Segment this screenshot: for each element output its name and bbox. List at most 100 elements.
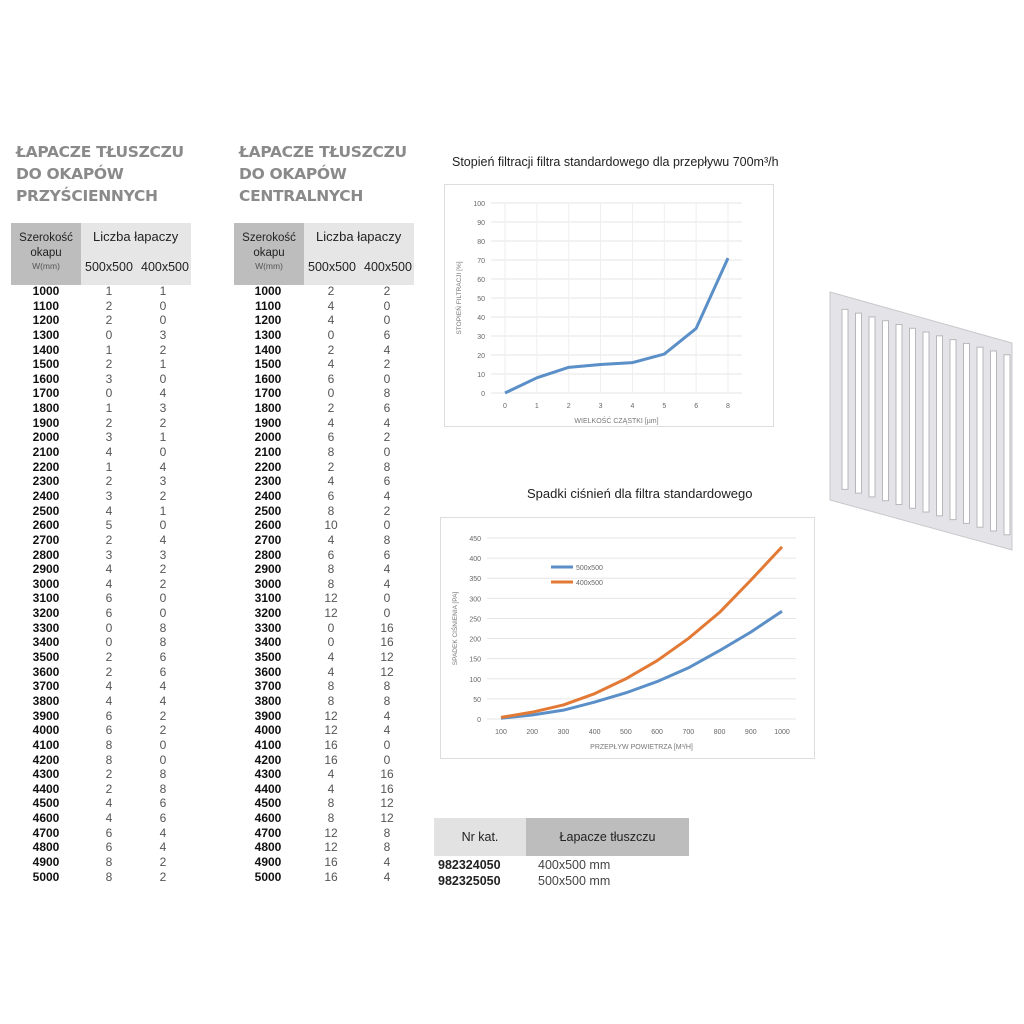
count-cell: 4 — [327, 532, 335, 547]
width-cell: 2500 — [32, 503, 60, 518]
count-cell: 3 — [105, 547, 113, 562]
count-cell: 8 — [383, 459, 391, 474]
count-cell: 1 — [159, 503, 167, 518]
width-cell: 5000 — [254, 869, 282, 884]
pressure-chart: 0 50 100 150 200 250 300 350 400 450 100 200 300 400 5… — [440, 517, 815, 759]
x-tick-label: 500 — [620, 729, 632, 736]
width-cell: 4200 — [32, 752, 60, 767]
count-cell: 8 — [159, 635, 167, 650]
width-cell: 2100 — [254, 445, 282, 460]
count-cell: 0 — [383, 298, 391, 313]
width-cell: 1500 — [32, 357, 60, 372]
x-tick-label: 600 — [651, 729, 663, 736]
count-cell: 0 — [383, 371, 391, 386]
count-cell: 2 — [327, 459, 335, 474]
width-cell: 3600 — [254, 664, 282, 679]
y-axis-label: STOPIEŃ FILTRACJI [%] — [454, 261, 463, 334]
count-cell: 8 — [327, 811, 335, 826]
y-tick-label: 50 — [473, 697, 481, 704]
count-cell: 3 — [105, 430, 113, 445]
count-cell: 12 — [324, 840, 338, 855]
width-cell: 1800 — [32, 401, 60, 416]
wall-section-title: ŁAPACZE TŁUSZCZU DO OKAPÓW PRZYŚCIENNYCH — [16, 141, 184, 207]
x-axis-label: PRZEPŁYW POWIETRZA [M³/H] — [590, 744, 693, 751]
col-400x500: 400x500 — [141, 260, 189, 274]
pressure-chart-svg: 0 50 100 150 200 250 300 350 400 450 100 200 300 400 5… — [450, 536, 796, 751]
legend-label: 500x500 — [576, 565, 603, 572]
width-cell: 2800 — [32, 547, 60, 562]
width-cell: 3100 — [254, 591, 282, 606]
width-cell: 1300 — [32, 327, 60, 342]
y-tick-label: 0 — [481, 391, 485, 398]
count-cell: 4 — [159, 693, 167, 708]
count-cell: 12 — [324, 606, 338, 621]
width-cell: 4300 — [32, 767, 60, 782]
count-cell: 4 — [383, 488, 391, 503]
count-cell: 8 — [383, 679, 391, 694]
count-cell: 2 — [327, 401, 335, 416]
grille-slat — [841, 308, 849, 490]
y-axis-label: SPADEK CIŚNIENIA [PA] — [450, 592, 459, 666]
count-cell: 2 — [105, 298, 113, 313]
width-cell: 1700 — [254, 386, 282, 401]
count-cell: 4 — [383, 723, 391, 738]
width-cell: 4900 — [254, 854, 282, 869]
count-cell: 4 — [383, 708, 391, 723]
count-cell: 0 — [383, 606, 391, 621]
width-cell: 2700 — [254, 532, 282, 547]
width-cell: 1500 — [254, 357, 282, 372]
grille-slat — [895, 323, 903, 505]
count-cell: 4 — [159, 679, 167, 694]
count-cell: 12 — [324, 708, 338, 723]
count-cell: 0 — [105, 620, 113, 635]
count-cell: 0 — [383, 737, 391, 752]
catalog-number: 982324050 — [438, 858, 501, 872]
col-500x500: 500x500 — [85, 260, 133, 274]
count-cell: 2 — [159, 869, 167, 884]
count-header: Liczba łapaczy 500x500 400x500 — [304, 223, 414, 285]
count-cell: 2 — [383, 503, 391, 518]
grille-slat — [936, 335, 943, 517]
col-500x500: 500x500 — [308, 260, 356, 274]
count-cell: 6 — [159, 796, 167, 811]
count-cell: 3 — [105, 371, 113, 386]
width-header: Szerokość okapu W(mm) — [11, 223, 81, 285]
y-tick-label: 200 — [469, 637, 481, 644]
count-cell: 2 — [383, 357, 391, 372]
width-cell: 4500 — [254, 796, 282, 811]
y-tick-label: 150 — [469, 657, 481, 664]
count-cell: 0 — [383, 752, 391, 767]
count-cell: 1 — [105, 401, 113, 416]
count-cell: 2 — [159, 723, 167, 738]
count-cell: 4 — [105, 693, 113, 708]
count-cell: 16 — [324, 752, 338, 767]
width-cell: 3700 — [32, 679, 60, 694]
width-cell: 4000 — [32, 723, 60, 738]
width-cell: 1000 — [32, 284, 60, 298]
count-cell: 0 — [159, 752, 167, 767]
x-tick-label: 4 — [630, 403, 634, 410]
width-cell: 4600 — [254, 811, 282, 826]
width-cell: 3900 — [254, 708, 282, 723]
width-cell: 2900 — [32, 562, 60, 577]
width-cell: 1600 — [254, 371, 282, 386]
count-cell: 8 — [383, 386, 391, 401]
filtration-chart: 0 10 20 30 40 50 60 70 80 90 100 0 1 2 3 4 5 6 8 WIELKOŚĆ C… — [444, 184, 774, 427]
count-cell: 4 — [159, 840, 167, 855]
width-cell: 2200 — [254, 459, 282, 474]
grille-slat — [976, 346, 984, 528]
count-cell: 6 — [383, 327, 391, 342]
grille-slat — [963, 342, 970, 524]
count-cell: 1 — [159, 430, 167, 445]
count-cell: 6 — [327, 547, 335, 562]
y-tick-label: 300 — [469, 596, 481, 603]
grille-slat — [922, 331, 930, 513]
y-tick-label: 0 — [477, 717, 481, 724]
x-axis-label: WIELKOŚĆ CZĄSTKI [µm] — [574, 416, 658, 425]
count-cell: 2 — [105, 313, 113, 328]
count-cell: 2 — [105, 357, 113, 372]
count-cell: 0 — [327, 620, 335, 635]
count-cell: 4 — [327, 474, 335, 489]
width-cell: 4800 — [254, 840, 282, 855]
count-cell: 2 — [327, 342, 335, 357]
